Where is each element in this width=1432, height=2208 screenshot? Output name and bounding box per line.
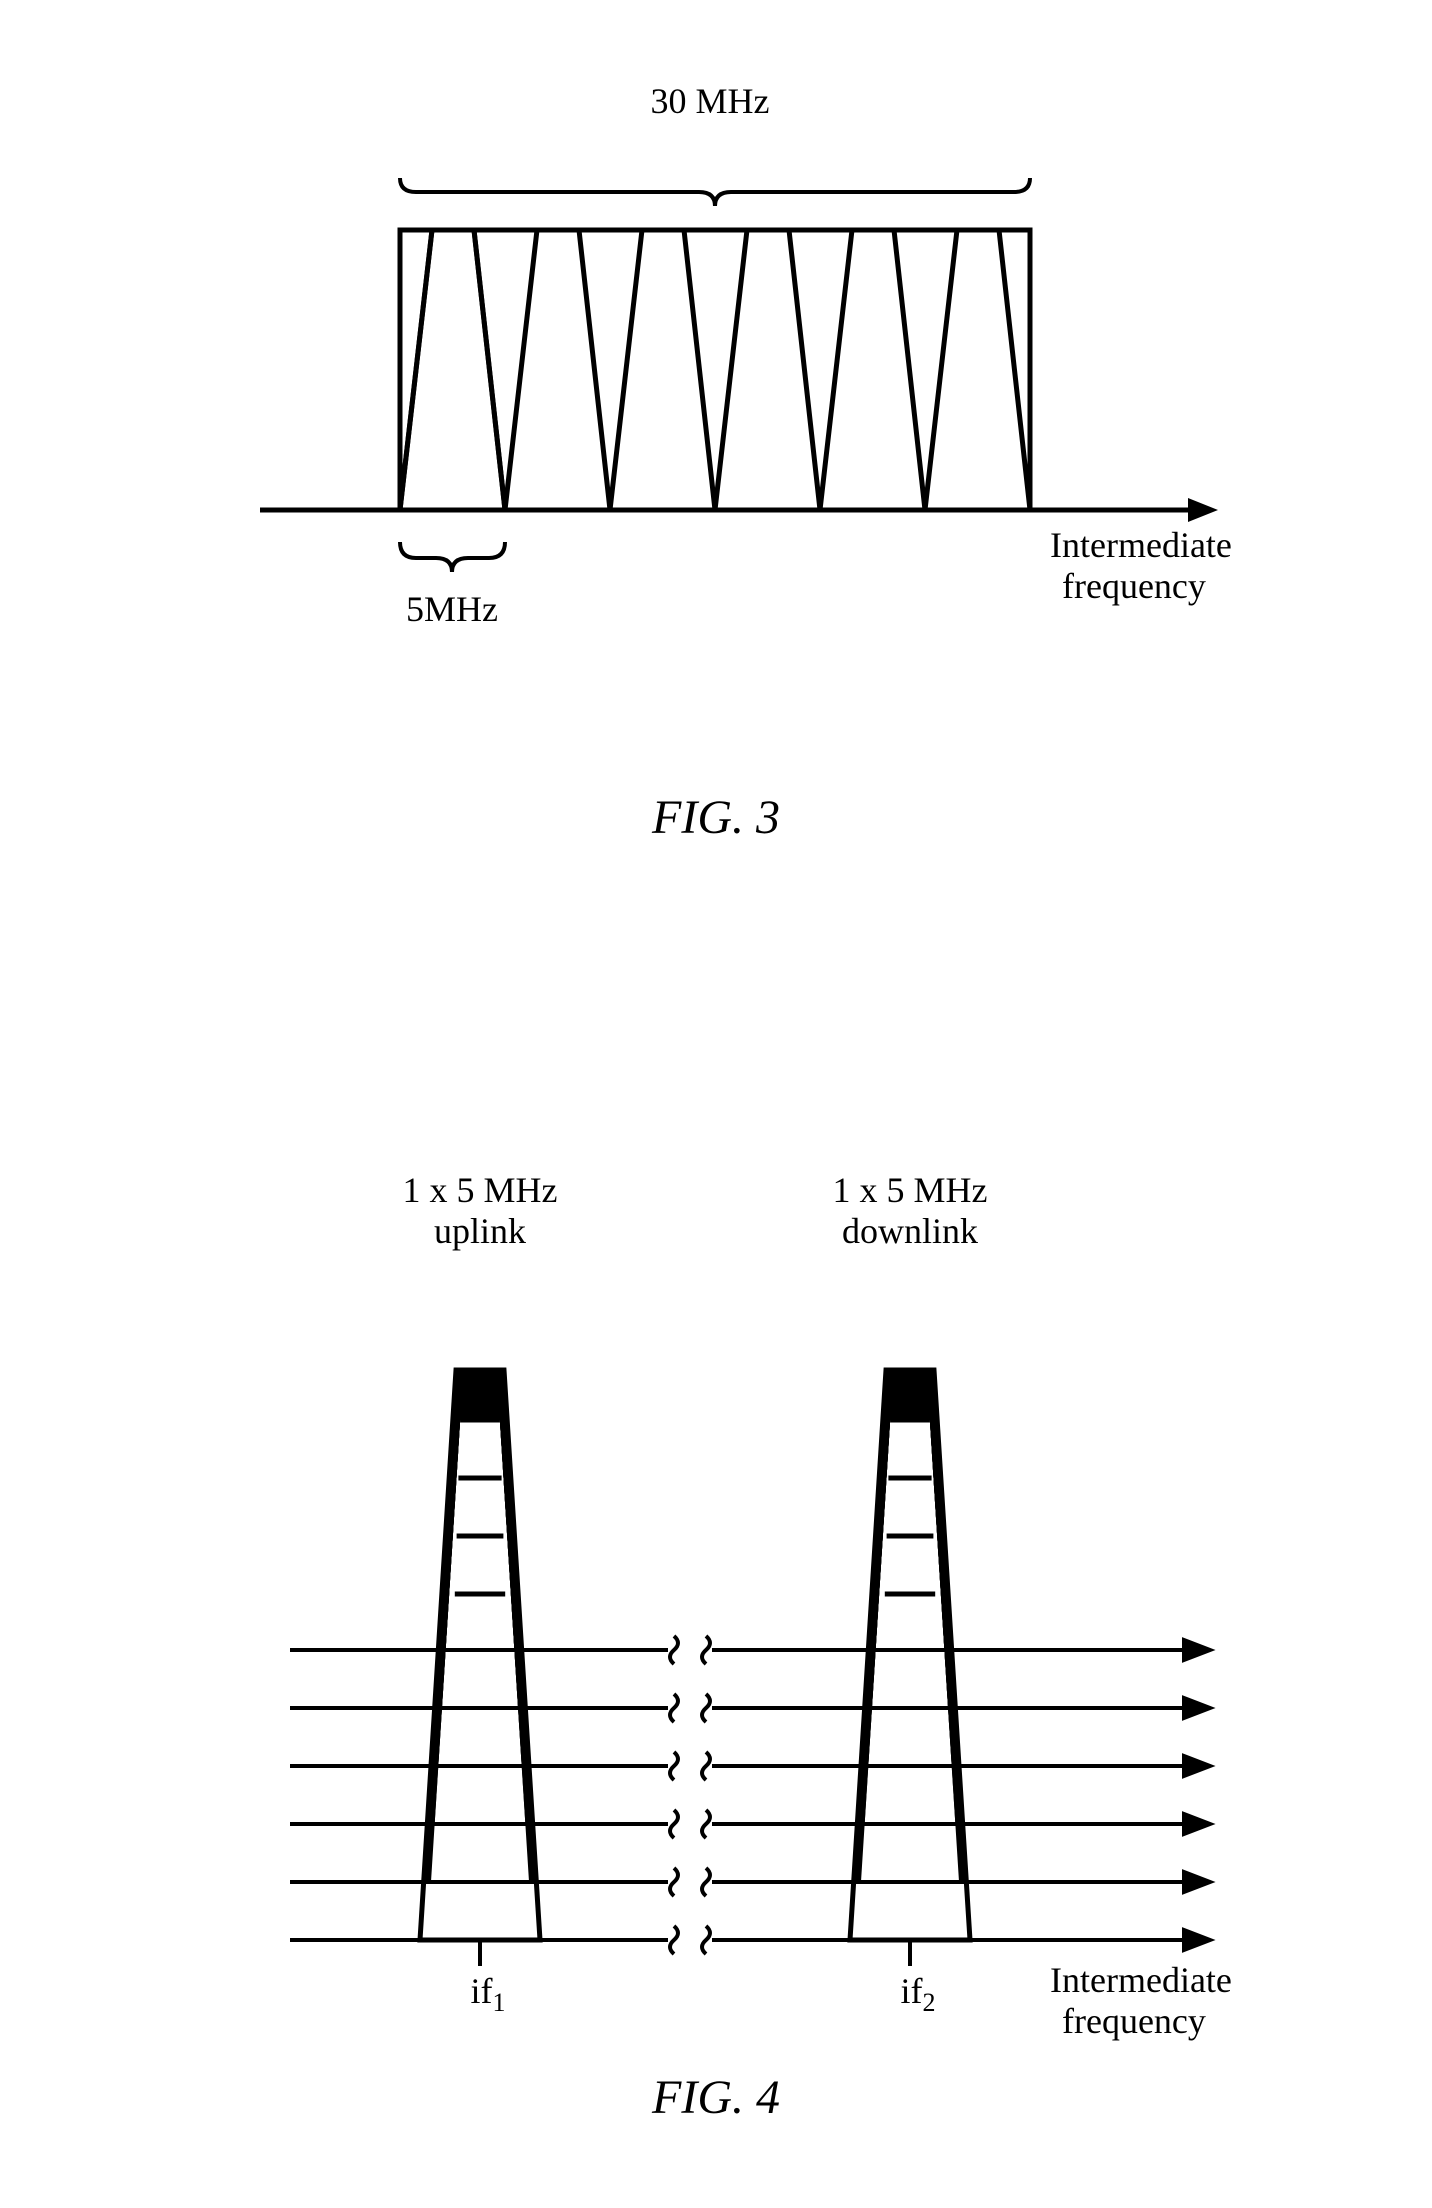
fig3-axis-label-l1: Intermediate: [1050, 525, 1232, 565]
fig4-axis-label-l2: frequency: [1050, 2001, 1206, 2041]
fig4-axis-label: Intermediate frequency: [1050, 1960, 1280, 2043]
if2-sub: 2: [923, 1988, 936, 2017]
fig4-svg: [180, 1260, 1280, 2040]
uplink-l1: 1 x 5 MHz: [403, 1170, 558, 1210]
fig3-axis-label-l2: frequency: [1050, 566, 1206, 606]
if2-label: if2: [878, 1970, 958, 2018]
uplink-l2: uplink: [434, 1211, 526, 1251]
downlink-label: 1 x 5 MHz downlink: [760, 1170, 1060, 1253]
if1-sub: 1: [493, 1988, 506, 2017]
brace-bottom: [400, 542, 505, 572]
channel-outline-left: [400, 230, 1030, 510]
if1-text: if: [471, 1971, 493, 2011]
axis-row-1: [290, 1698, 1210, 1718]
axis-row-2: [290, 1756, 1210, 1776]
figure-4: 1 x 5 MHz uplink 1 x 5 MHz downlink: [180, 1170, 1280, 2070]
fig4-caption: FIG. 4: [0, 2070, 1432, 2125]
downlink-stack: [850, 1370, 970, 1966]
break-marks: [670, 1636, 710, 1954]
bottom-brace-label: 5MHz: [382, 588, 522, 630]
figure-3: 30 MHz 5MHz Intermediate frequency: [180, 80, 1280, 800]
downlink-l2: downlink: [842, 1211, 978, 1251]
if1-label: if1: [448, 1970, 528, 2018]
downlink-l1: 1 x 5 MHz: [833, 1170, 988, 1210]
uplink-stack: [420, 1370, 540, 1966]
fig3-axis-label: Intermediate frequency: [1050, 525, 1280, 608]
channels-group: [400, 230, 1030, 510]
axis-arrowhead: [1188, 498, 1218, 522]
if2-text: if: [901, 1971, 923, 2011]
uplink-label: 1 x 5 MHz uplink: [330, 1170, 630, 1253]
fig3-caption: FIG. 3: [0, 790, 1432, 845]
brace-top: [400, 178, 1030, 206]
axis-row-0: [290, 1640, 1210, 1660]
fig4-axis-label-l1: Intermediate: [1050, 1960, 1232, 2000]
